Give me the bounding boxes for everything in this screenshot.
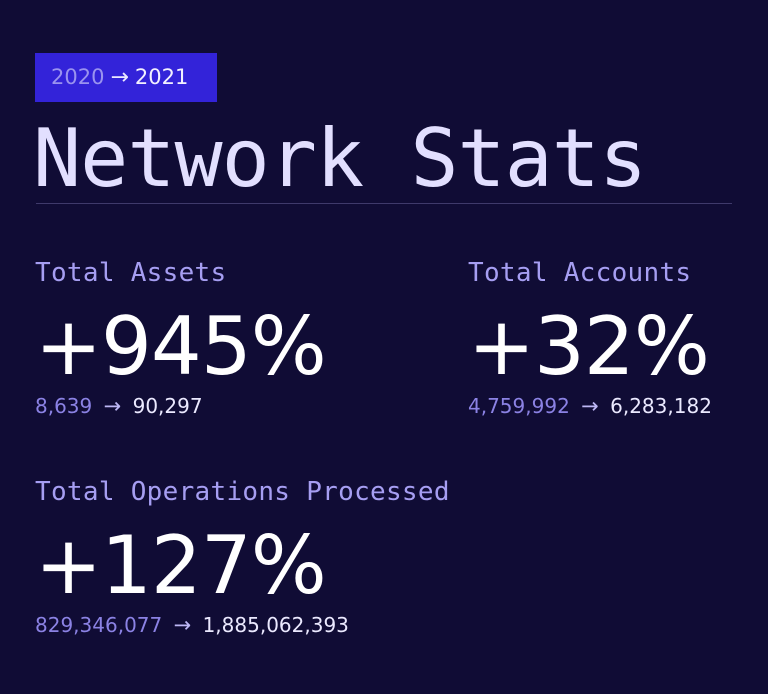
arrow-right-icon: → xyxy=(110,64,129,90)
stat-total-operations: Total Operations Processed +127% 829,346… xyxy=(35,477,450,637)
stat-range: 829,346,077 → 1,885,062,393 xyxy=(35,613,450,637)
arrow-right-icon: → xyxy=(581,394,599,418)
period-badge: 2020 → 2021 xyxy=(35,53,217,102)
stat-from-value: 8,639 xyxy=(35,394,93,418)
stat-change: +945% xyxy=(35,300,327,393)
page-title: Network Stats xyxy=(33,112,647,205)
arrow-right-icon: → xyxy=(103,394,122,418)
arrow-right-icon: → xyxy=(173,613,192,637)
period-from: 2020 xyxy=(51,65,105,89)
stat-label: Total Operations Processed xyxy=(35,477,450,507)
stat-from-value: 4,759,992 xyxy=(468,394,570,418)
stat-label: Total Accounts xyxy=(468,258,692,288)
stat-from-value: 829,346,077 xyxy=(35,613,163,637)
stat-to-value: 1,885,062,393 xyxy=(202,613,349,637)
stat-label: Total Assets xyxy=(35,258,227,288)
stat-total-assets: Total Assets +945% 8,639 → 90,297 xyxy=(35,258,327,418)
stat-change: +127% xyxy=(35,519,327,612)
stat-range: 4,759,992 → 6,283,182 xyxy=(468,394,712,418)
stat-total-accounts: Total Accounts +32% 4,759,992 → 6,283,18… xyxy=(468,258,712,418)
stat-change: +32% xyxy=(468,300,710,393)
period-to: 2021 xyxy=(134,65,189,89)
stat-range: 8,639 → 90,297 xyxy=(35,394,326,418)
title-divider xyxy=(36,203,732,204)
stat-to-value: 90,297 xyxy=(132,394,203,418)
stat-to-value: 6,283,182 xyxy=(610,394,712,418)
